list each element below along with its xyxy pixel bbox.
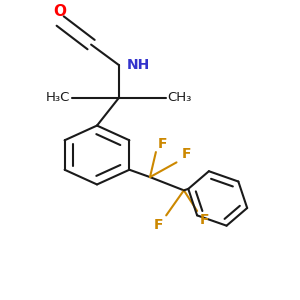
Text: CH₃: CH₃: [168, 91, 192, 104]
Text: F: F: [182, 147, 191, 161]
Text: O: O: [54, 4, 67, 19]
Text: F: F: [158, 136, 168, 151]
Text: NH: NH: [126, 58, 150, 72]
Text: F: F: [200, 213, 209, 227]
Text: F: F: [154, 218, 163, 232]
Text: H₃C: H₃C: [46, 91, 70, 104]
